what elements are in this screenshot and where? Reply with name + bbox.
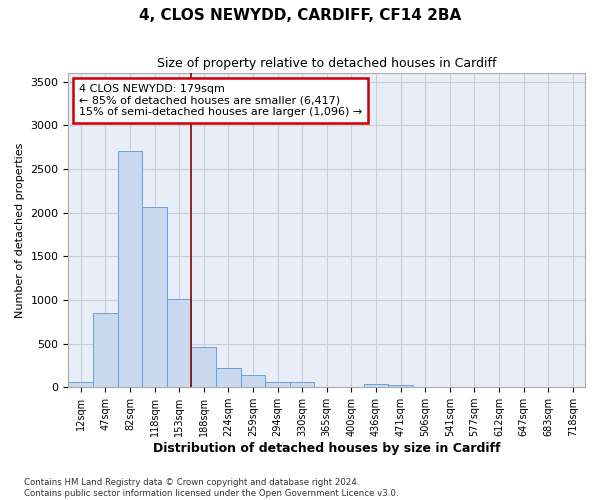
Bar: [191, 347, 216, 387]
Text: 4, CLOS NEWYDD, CARDIFF, CF14 2BA: 4, CLOS NEWYDD, CARDIFF, CF14 2BA: [139, 8, 461, 22]
Bar: [265, 382, 290, 387]
Text: Contains HM Land Registry data © Crown copyright and database right 2024.
Contai: Contains HM Land Registry data © Crown c…: [24, 478, 398, 498]
Title: Size of property relative to detached houses in Cardiff: Size of property relative to detached ho…: [157, 58, 496, 70]
Bar: [241, 374, 265, 387]
Text: 4 CLOS NEWYDD: 179sqm
← 85% of detached houses are smaller (6,417)
15% of semi-d: 4 CLOS NEWYDD: 179sqm ← 85% of detached …: [79, 84, 362, 117]
Bar: [364, 384, 388, 387]
Bar: [118, 150, 142, 387]
Bar: [290, 382, 314, 387]
Y-axis label: Number of detached properties: Number of detached properties: [15, 142, 25, 318]
Bar: [388, 384, 413, 387]
Bar: [93, 313, 118, 387]
Bar: [216, 368, 241, 387]
Bar: [68, 382, 93, 387]
Bar: [167, 299, 191, 387]
X-axis label: Distribution of detached houses by size in Cardiff: Distribution of detached houses by size …: [153, 442, 500, 455]
Bar: [142, 208, 167, 387]
